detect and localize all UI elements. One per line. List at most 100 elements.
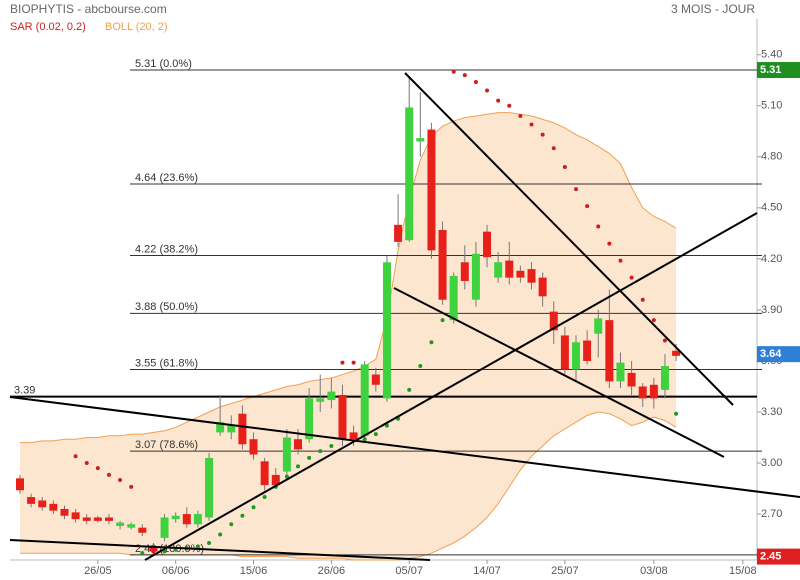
y-tick-label: 5.40: [761, 49, 782, 61]
candle-body: [605, 320, 614, 382]
fib-label: 3.88 (50.0%): [135, 301, 198, 313]
sar-dot: [518, 113, 523, 118]
period-label: 3 MOIS - JOUR: [671, 2, 755, 16]
candle-body: [483, 231, 492, 258]
candle-body: [93, 517, 102, 521]
candle-body: [182, 514, 191, 525]
sar-dot: [251, 505, 256, 510]
sar-dot: [195, 544, 200, 549]
price-marker-label: 5.31: [760, 64, 781, 76]
candle-body: [527, 269, 536, 283]
price-marker-label: 2.45: [760, 551, 781, 563]
candle-body: [316, 398, 325, 402]
x-tick-label: 26/06: [318, 565, 346, 577]
y-tick-label: 3.00: [761, 457, 782, 469]
fib-label: 3.07 (78.6%): [135, 439, 198, 451]
sar-dot: [284, 474, 289, 479]
sar-dot: [662, 338, 667, 343]
candle-body: [594, 318, 603, 334]
candle-body: [672, 350, 681, 356]
candle-body: [227, 425, 236, 433]
candle-body: [193, 514, 202, 525]
candle-body: [616, 362, 625, 382]
sar-dot: [218, 532, 223, 537]
sar-dot: [207, 540, 212, 545]
sar-dot: [674, 411, 679, 416]
candle-body: [660, 366, 669, 390]
band-layer: 5.31 (0.0%) 4.64 (23.6%) 4.22 (38.2%) 3.88 …: [10, 58, 762, 561]
candle-body: [427, 129, 436, 251]
x-tick-label: 14/07: [473, 565, 501, 577]
candle-body: [338, 394, 347, 440]
candle-body: [638, 386, 647, 399]
sar-dot: [151, 549, 156, 554]
candle-body: [394, 224, 403, 242]
candle-body: [60, 508, 69, 516]
sar-dot: [607, 241, 612, 246]
sar-dot: [473, 79, 478, 84]
sar-dot: [429, 340, 434, 345]
candle-body: [327, 391, 336, 401]
sar-dot: [351, 360, 356, 365]
sar-dot: [140, 551, 145, 556]
sar-dot: [551, 146, 556, 151]
candle-body: [260, 461, 269, 486]
sar-dot: [373, 432, 378, 437]
candle-body: [38, 500, 47, 508]
fib-label: 4.22 (38.2%): [135, 243, 198, 255]
candle-body: [560, 335, 569, 370]
fib-label: 3.55 (61.8%): [135, 357, 198, 369]
marks-layer: [16, 69, 681, 556]
sar-dot: [318, 449, 323, 454]
sar-dot: [240, 513, 245, 518]
y-tick-label: 4.80: [761, 151, 782, 163]
sar-dot: [340, 360, 345, 365]
candle-body: [349, 432, 358, 440]
trend-line: [9, 396, 800, 498]
candle-body: [49, 503, 58, 511]
candle-body: [572, 342, 580, 370]
sar-dot: [507, 103, 512, 108]
sar-dot: [540, 132, 545, 137]
sar-dot: [596, 224, 601, 229]
y-tick-label: 3.90: [761, 304, 782, 316]
candle-body: [371, 374, 380, 385]
candle-body: [505, 260, 514, 278]
sar-dot: [106, 472, 111, 477]
candle-body: [360, 364, 369, 436]
price-marker: [757, 548, 800, 565]
trend-line: [9, 539, 431, 561]
legend-entry: SAR (0.02, 0.2): [10, 21, 86, 33]
price-marker: [757, 62, 800, 79]
fib-label: 5.31 (0.0%): [135, 58, 192, 70]
y-tick-label: 2.70: [761, 508, 782, 520]
sar-dot: [84, 461, 89, 466]
sar-dot: [296, 464, 300, 469]
trend-lines: [9, 72, 800, 561]
candle-body: [16, 478, 24, 491]
candle-body: [382, 262, 391, 399]
candle-body: [649, 384, 658, 399]
sar-dot: [462, 73, 467, 78]
candle-body: [160, 517, 169, 538]
candle-body: [27, 497, 36, 504]
sar-dot: [651, 318, 656, 323]
candle-body: [449, 275, 458, 321]
candle-body: [104, 517, 113, 521]
price-marker-label: 3.64: [760, 348, 782, 360]
candle-body: [471, 253, 480, 300]
sar-dot: [407, 387, 412, 392]
candle-body: [249, 439, 258, 455]
candle-body: [116, 522, 125, 526]
reference-label: 3.39: [14, 385, 35, 397]
candle-body: [305, 398, 314, 440]
candle-body: [216, 422, 225, 433]
candle-body: [549, 311, 558, 331]
sar-dot: [629, 275, 634, 280]
candle-body: [138, 527, 147, 533]
trend-line: [393, 287, 725, 458]
sar-dot: [307, 455, 312, 460]
candle-body: [494, 262, 503, 278]
x-tick-label: 06/06: [162, 565, 190, 577]
